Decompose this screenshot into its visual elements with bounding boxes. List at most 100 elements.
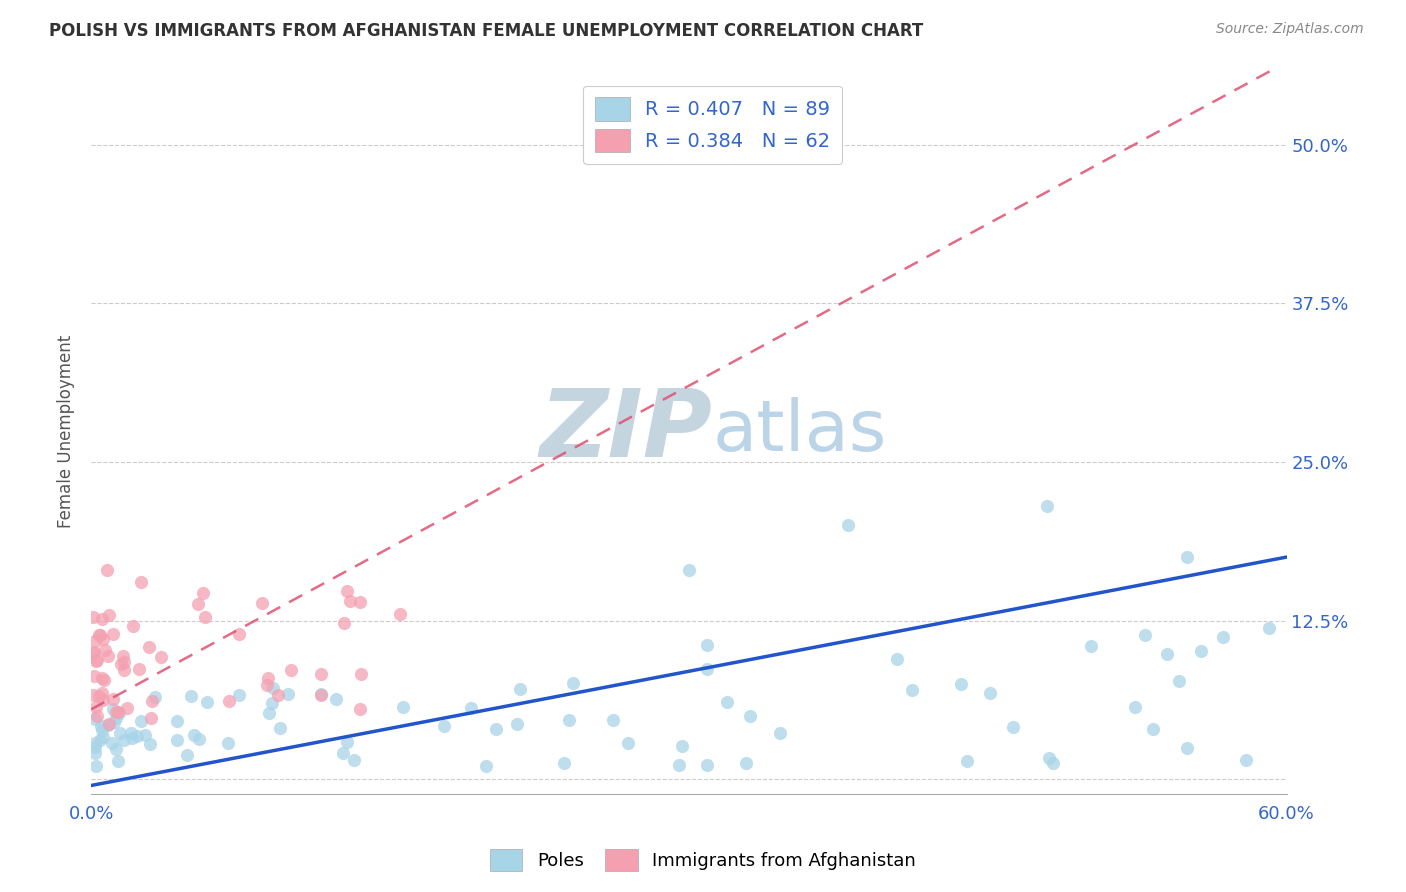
- Point: [252, 596, 274, 610]
- Point: [101, 702, 124, 716]
- Point: [558, 713, 581, 727]
- Point: [1002, 720, 1025, 734]
- Point: [150, 649, 173, 664]
- Point: [269, 722, 291, 736]
- Point: [886, 652, 908, 666]
- Point: [89, 628, 111, 642]
- Point: [101, 627, 124, 641]
- Point: [97, 717, 120, 731]
- Text: Source: ZipAtlas.com: Source: ZipAtlas.com: [1216, 22, 1364, 37]
- Point: [678, 563, 700, 577]
- Point: [87, 689, 110, 703]
- Point: [267, 688, 290, 702]
- Point: [339, 594, 361, 608]
- Point: [195, 695, 218, 709]
- Point: [91, 693, 114, 707]
- Point: [332, 747, 354, 761]
- Point: [84, 713, 107, 727]
- Point: [84, 759, 107, 773]
- Point: [84, 634, 107, 648]
- Point: [979, 686, 1001, 700]
- Point: [98, 608, 121, 623]
- Point: [460, 701, 482, 715]
- Point: [105, 705, 128, 719]
- Point: [86, 709, 108, 723]
- Point: [176, 747, 198, 762]
- Point: [84, 736, 107, 750]
- Point: [129, 714, 152, 729]
- Point: [101, 736, 124, 750]
- Point: [333, 615, 356, 630]
- Point: [617, 736, 640, 750]
- Point: [280, 663, 302, 677]
- Point: [1156, 647, 1178, 661]
- Legend: Poles, Immigrants from Afghanistan: Poles, Immigrants from Afghanistan: [482, 842, 924, 879]
- Point: [93, 673, 115, 687]
- Point: [562, 676, 585, 690]
- Point: [349, 702, 371, 716]
- Point: [256, 671, 278, 685]
- Point: [122, 619, 145, 633]
- Point: [956, 755, 979, 769]
- Point: [433, 718, 456, 732]
- Point: [1175, 740, 1198, 755]
- Point: [257, 706, 280, 721]
- Point: [96, 563, 118, 577]
- Point: [143, 690, 166, 705]
- Point: [350, 667, 373, 681]
- Point: [103, 715, 125, 730]
- Point: [110, 657, 132, 672]
- Point: [166, 714, 188, 728]
- Point: [1258, 621, 1281, 635]
- Point: [837, 518, 859, 533]
- Point: [82, 610, 104, 624]
- Point: [183, 728, 205, 742]
- Point: [1133, 628, 1156, 642]
- Point: [1189, 643, 1212, 657]
- Point: [93, 731, 115, 745]
- Point: [91, 632, 114, 646]
- Point: [107, 705, 129, 719]
- Point: [187, 598, 209, 612]
- Point: [97, 716, 120, 731]
- Y-axis label: Female Unemployment: Female Unemployment: [58, 334, 75, 528]
- Point: [83, 644, 105, 658]
- Legend: R = 0.407   N = 89, R = 0.384   N = 62: R = 0.407 N = 89, R = 0.384 N = 62: [583, 86, 842, 164]
- Point: [112, 663, 135, 677]
- Point: [94, 643, 117, 657]
- Point: [86, 653, 108, 667]
- Point: [84, 739, 107, 754]
- Point: [82, 689, 104, 703]
- Point: [84, 699, 107, 714]
- Point: [180, 689, 202, 703]
- Point: [716, 695, 738, 709]
- Point: [1038, 750, 1060, 764]
- Point: [696, 758, 718, 772]
- Text: POLISH VS IMMIGRANTS FROM AFGHANISTAN FEMALE UNEMPLOYMENT CORRELATION CHART: POLISH VS IMMIGRANTS FROM AFGHANISTAN FE…: [49, 22, 924, 40]
- Point: [218, 694, 240, 708]
- Point: [121, 731, 143, 745]
- Point: [134, 728, 156, 742]
- Point: [141, 711, 163, 725]
- Point: [1036, 500, 1059, 514]
- Point: [228, 689, 250, 703]
- Point: [138, 640, 160, 654]
- Point: [217, 736, 239, 750]
- Point: [668, 758, 690, 772]
- Point: [343, 753, 366, 767]
- Point: [115, 701, 138, 715]
- Point: [191, 586, 214, 600]
- Point: [108, 726, 131, 740]
- Point: [1080, 639, 1102, 653]
- Point: [103, 691, 125, 706]
- Point: [194, 610, 217, 624]
- Point: [128, 662, 150, 676]
- Point: [1142, 722, 1164, 736]
- Point: [325, 692, 347, 706]
- Point: [114, 655, 136, 669]
- Point: [1212, 630, 1234, 644]
- Point: [309, 686, 332, 700]
- Point: [87, 628, 110, 642]
- Point: [89, 733, 111, 747]
- Point: [262, 696, 284, 710]
